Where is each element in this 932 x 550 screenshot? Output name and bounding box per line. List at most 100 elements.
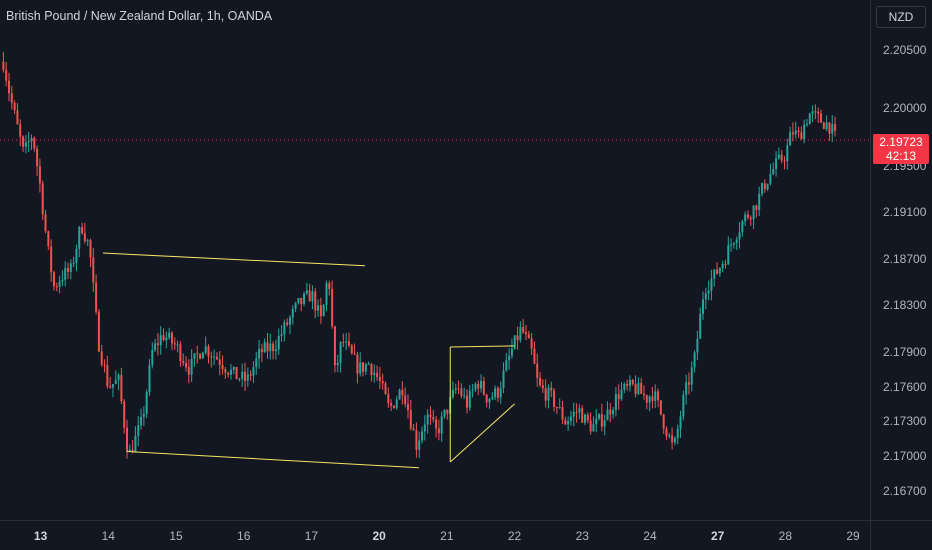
candle-body: [435, 419, 438, 429]
candle-body: [662, 414, 665, 429]
candle-body: [201, 352, 204, 359]
candle-body: [117, 374, 120, 381]
candle-body: [423, 424, 426, 432]
candle-body: [325, 282, 328, 305]
candle-body: [283, 322, 286, 335]
date-tick-label: 20: [372, 529, 386, 543]
candle-body: [463, 395, 466, 397]
candle-body: [356, 354, 359, 374]
candle-body: [187, 367, 190, 375]
candle-body: [154, 343, 157, 350]
candle-body: [803, 124, 806, 140]
candle-body: [814, 111, 817, 113]
candle-body: [151, 349, 154, 365]
candle-body: [418, 440, 421, 450]
candle-body: [210, 356, 213, 358]
date-tick-label: 16: [237, 529, 251, 543]
candle-body: [288, 317, 291, 325]
candle-body: [628, 379, 631, 386]
candle-body: [145, 392, 148, 414]
candle-body: [353, 353, 356, 355]
plot-area[interactable]: [0, 0, 870, 520]
candle-body: [766, 183, 769, 190]
price-tick-label: 2.17000: [883, 449, 927, 464]
candle-body: [727, 245, 730, 265]
candle-body: [713, 269, 716, 279]
candle-body: [322, 304, 325, 317]
candle-body: [648, 396, 651, 403]
candle-body: [800, 132, 803, 140]
candle-body: [359, 362, 362, 374]
candle-body: [199, 354, 202, 359]
candle-body: [10, 93, 13, 103]
candle-body: [749, 217, 752, 220]
candle-body: [319, 305, 322, 317]
candle-body: [269, 343, 272, 352]
candle-body: [390, 403, 393, 406]
candle-body: [81, 227, 84, 234]
candle-body: [567, 421, 570, 425]
candle-body: [266, 342, 269, 352]
price-tick-label: 2.18300: [883, 298, 927, 313]
candle-body: [834, 124, 837, 131]
candle-body: [350, 345, 353, 354]
candle-body: [626, 383, 629, 386]
candle-body: [485, 394, 488, 403]
candle-body: [673, 438, 676, 443]
axis-corner: [870, 520, 932, 550]
candle-body: [89, 240, 92, 258]
candle-body: [44, 214, 47, 232]
candle-body: [227, 372, 230, 375]
candle-body: [693, 352, 696, 368]
candle-body: [496, 388, 499, 398]
candle-body: [699, 313, 702, 339]
candle-body: [64, 267, 67, 280]
candle-body: [676, 428, 679, 439]
candle-body: [196, 353, 199, 355]
candle-body: [606, 409, 609, 421]
candle-body: [339, 342, 342, 364]
price-tick-label: 2.18700: [883, 251, 927, 266]
candle-body: [536, 363, 539, 378]
candle-body: [300, 297, 303, 305]
price-chart[interactable]: [0, 0, 870, 520]
candle-body: [710, 278, 713, 291]
candle-body: [412, 428, 415, 431]
candle-body: [246, 374, 249, 381]
candle-body: [440, 416, 443, 434]
date-tick-label: 27: [710, 529, 725, 543]
candle-body: [524, 332, 527, 335]
candle-body: [120, 374, 123, 402]
price-tick-label: 2.19100: [883, 205, 927, 220]
candle-body: [173, 343, 176, 345]
candle-body: [474, 383, 477, 390]
trendline-drawing: [126, 451, 420, 469]
candle-body: [820, 113, 823, 123]
price-axis[interactable]: 2.20500 2.20000 2.19500 2.19100 2.18700 2.183…: [870, 0, 932, 520]
candle-body: [471, 389, 474, 391]
candle-body: [721, 263, 724, 269]
candle-body: [617, 394, 620, 400]
candle-body: [831, 124, 834, 134]
candle-body: [561, 407, 564, 420]
currency-button[interactable]: NZD: [876, 6, 926, 28]
candle-body: [665, 428, 668, 437]
candle-body: [16, 110, 19, 125]
last-price-badge: 2.19723 42:13: [873, 134, 929, 165]
countdown-timer: 42:13: [885, 149, 917, 164]
candle-body: [255, 358, 258, 368]
candle-body: [303, 293, 306, 305]
candle-body: [331, 289, 334, 327]
candle-body: [502, 370, 505, 388]
time-axis[interactable]: 13 14 15 16 17 20 21 22 23 24 27 28 29: [0, 520, 870, 550]
candle-body: [651, 396, 654, 401]
candle-body: [387, 393, 390, 404]
candle-body: [258, 348, 261, 359]
date-tick-label: 15: [169, 529, 183, 543]
date-tick-label: 17: [304, 529, 319, 543]
candle-body: [808, 113, 811, 125]
price-tick-label: 2.17300: [883, 414, 927, 429]
candle-body: [738, 232, 741, 240]
candle-body: [333, 326, 336, 366]
